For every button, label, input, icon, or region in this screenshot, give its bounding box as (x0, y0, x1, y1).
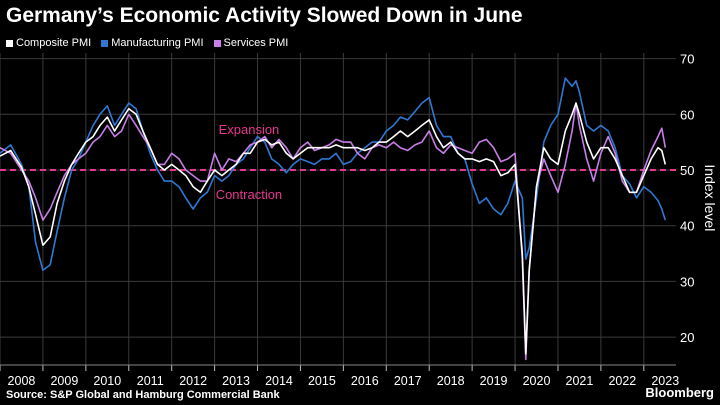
legend-swatch-manufacturing (101, 39, 109, 47)
annotation-expansion: Expansion (219, 122, 280, 137)
legend-label-services: Services PMI (223, 37, 289, 49)
series (0, 77, 667, 361)
x-tick-label: 2023 (651, 374, 679, 388)
x-tick-label: 2013 (222, 374, 250, 388)
x-tick-label: 2022 (608, 374, 636, 388)
x-tick-label: 2014 (265, 374, 293, 388)
annotation-contraction: Contraction (216, 187, 282, 202)
legend-item-composite: Composite PMI (6, 37, 91, 49)
legend-label-composite: Composite PMI (16, 37, 92, 49)
series-line-composite-pmi (0, 102, 667, 355)
x-tick-label: 2009 (50, 374, 78, 388)
x-axis: 2008 2009 2010 2011 2012 2013 2014 2015 2016 2017… (0, 364, 679, 388)
x-tick-label: 2016 (351, 374, 379, 388)
legend-label-manufacturing: Manufacturing PMI (111, 37, 204, 49)
source-note: Source: S&P Global and Hamburg Commercia… (6, 389, 280, 401)
series-line-manufacturing-pmi (0, 77, 667, 272)
y-tick-label: 70 (680, 52, 694, 67)
series-line-services-pmi (0, 102, 667, 361)
x-tick-label: 2011 (137, 374, 164, 388)
x-tick-label: 2018 (437, 374, 465, 388)
grid (0, 53, 676, 365)
y-tick-label: 50 (680, 163, 694, 178)
bloomberg-logo: Bloomberg (645, 385, 714, 400)
annotations: Expansion Contraction (216, 122, 282, 202)
x-tick-label: 2010 (93, 374, 121, 388)
x-tick-label: 2017 (394, 374, 422, 388)
y-tick-label: 60 (680, 107, 694, 122)
legend-swatch-services (213, 39, 221, 47)
legend: Composite PMI Manufacturing PMI Services… (6, 37, 288, 49)
y-tick-label: 20 (680, 330, 694, 345)
legend-item-manufacturing: Manufacturing PMI (101, 37, 204, 49)
x-tick-label: 2008 (8, 374, 36, 388)
legend-item-services: Services PMI (213, 37, 289, 49)
chart-title: Germany’s Economic Activity Slowed Down … (6, 4, 523, 27)
x-tick-label: 2015 (308, 374, 336, 388)
x-tick-label: 2021 (566, 374, 594, 388)
y-axis: 20 30 40 50 60 70 Index level (680, 52, 718, 346)
y-tick-label: 40 (680, 219, 694, 234)
x-tick-label: 2019 (480, 374, 508, 388)
x-tick-label: 2012 (179, 374, 207, 388)
x-tick-label: 2020 (523, 374, 551, 388)
y-axis-title: Index level (702, 164, 718, 231)
y-tick-label: 30 (680, 274, 694, 289)
legend-swatch-composite (6, 39, 13, 47)
